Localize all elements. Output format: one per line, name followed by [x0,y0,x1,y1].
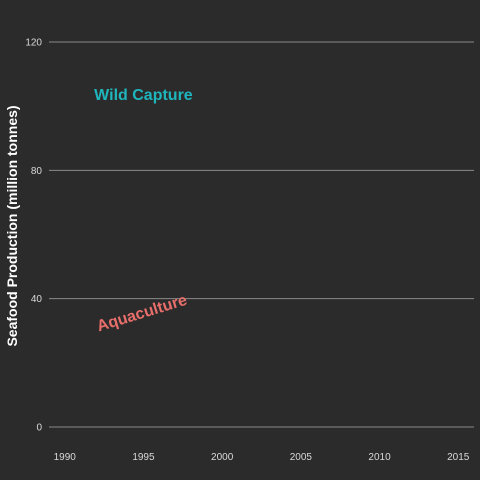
x-tick-label: 2005 [290,452,313,463]
y-tick-label: 80 [31,166,43,177]
x-tick-label: 1995 [132,452,155,463]
x-tick-label: 2000 [211,452,234,463]
x-tick-label: 2010 [368,452,391,463]
y-tick-label: 0 [36,423,42,434]
x-tick-label: 1990 [54,452,77,463]
y-axis-ticks: 0 40 80 120 [25,38,42,434]
x-tick-label: 2015 [447,452,470,463]
y-tick-label: 120 [25,38,42,49]
x-axis-ticks: 1990 1995 2000 2005 2010 2015 [54,452,470,463]
y-tick-label: 40 [31,294,43,305]
y-axis-label: Seafood Production (million tonnes) [4,105,20,346]
gridlines [49,41,474,428]
series-label-wild-capture: Wild Capture [94,87,193,104]
